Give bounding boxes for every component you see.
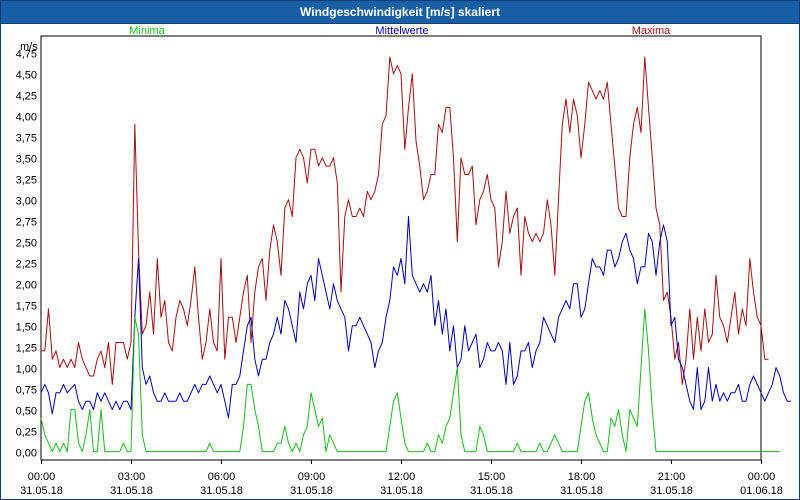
x-tick-time: 06:00 xyxy=(208,471,236,483)
x-tick-date: 31.05.18 xyxy=(200,485,243,497)
tick-labels: 0,00 0,25 0,50 0,75 1,00 1,25 1,50 1,75 2,00 2,25… xyxy=(16,41,783,497)
x-tick-date: 31.05.18 xyxy=(560,485,603,497)
chart-title: Windgeschwindigkeit [m/s] skaliert xyxy=(1,1,799,24)
series-mittelwerte xyxy=(40,216,791,419)
y-tick-label: 3,25 xyxy=(16,175,37,187)
y-tick-label: 1,00 xyxy=(16,364,37,376)
x-tick-time: 21:00 xyxy=(658,471,686,483)
legend-mittelwerte: Mittelwerte xyxy=(375,25,428,37)
y-tick-label: 3,75 xyxy=(16,133,37,145)
x-tick-time: 03:00 xyxy=(118,471,146,483)
y-tick-label: 4,00 xyxy=(16,112,37,124)
x-tick-date: 31.05.18 xyxy=(110,485,153,497)
x-tick-date: 31.05.18 xyxy=(380,485,423,497)
x-tick-date: 01.06.18 xyxy=(740,485,783,497)
series-minima xyxy=(40,308,780,453)
axes xyxy=(40,35,762,464)
x-tick-date: 31.05.18 xyxy=(290,485,333,497)
x-tick-time: 12:00 xyxy=(388,471,416,483)
x-tick-time: 15:00 xyxy=(478,471,506,483)
y-tick-label: 2,75 xyxy=(16,217,37,229)
y-tick-label: 4,75 xyxy=(16,49,37,61)
y-tick-label: 2,25 xyxy=(16,259,37,271)
legend: Minima Mittelwerte Maxima xyxy=(129,25,671,37)
y-tick-label: 3,50 xyxy=(16,154,37,166)
y-tick-label: 2,50 xyxy=(16,238,37,250)
legend-maxima: Maxima xyxy=(632,25,671,37)
y-tick-label: 1,50 xyxy=(16,322,37,334)
x-tick-time: 00:00 xyxy=(748,471,776,483)
y-tick-label: 1,75 xyxy=(16,301,37,313)
x-tick-time: 00:00 xyxy=(28,471,56,483)
legend-minima: Minima xyxy=(129,25,165,37)
y-tick-label: 0,25 xyxy=(16,427,37,439)
y-tick-label: 0,00 xyxy=(16,448,37,460)
y-tick-label: 0,75 xyxy=(16,385,37,397)
y-tick-label: 1,25 xyxy=(16,343,37,355)
y-tick-label: 4,50 xyxy=(16,70,37,82)
y-tick-label: 2,00 xyxy=(16,280,37,292)
y-tick-label: 4,25 xyxy=(16,91,37,103)
x-tick-date: 31.05.18 xyxy=(650,485,693,497)
x-tick-date: 31.05.18 xyxy=(20,485,63,497)
y-axis-label: m/s xyxy=(20,41,38,53)
y-tick-label: 0,50 xyxy=(16,406,37,418)
y-tick-label: 3,00 xyxy=(16,196,37,208)
x-tick-time: 18:00 xyxy=(568,471,596,483)
x-tick-time: 09:00 xyxy=(298,471,326,483)
x-tick-date: 31.05.18 xyxy=(470,485,513,497)
series-lines xyxy=(40,56,791,453)
series-maxima xyxy=(41,56,769,385)
plot-area xyxy=(40,35,762,461)
